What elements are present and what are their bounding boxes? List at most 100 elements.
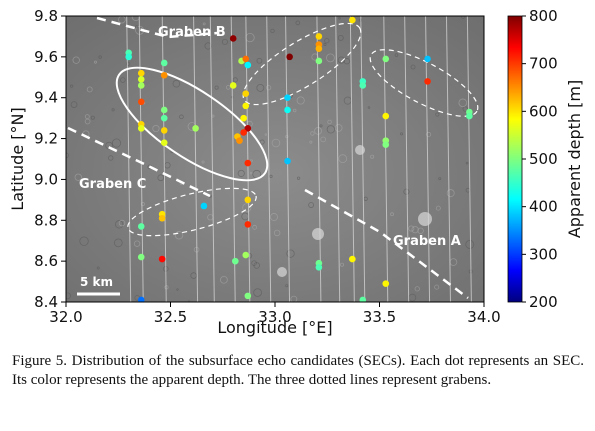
sec-point	[160, 59, 168, 67]
bright-crater	[312, 228, 324, 240]
sec-point	[229, 82, 237, 89]
crater-mark	[270, 213, 278, 221]
y-tick-label: 9.2	[34, 130, 58, 148]
crater-mark	[327, 119, 332, 125]
crater-mark	[462, 106, 468, 112]
crater-mark	[70, 101, 78, 108]
crater-mark	[225, 85, 231, 90]
crater-mark	[338, 16, 341, 20]
crater-mark	[465, 161, 469, 165]
figure-chart: Graben B Graben C Graben A 5 km 32.0 32.5…	[8, 7, 584, 337]
radar-track	[360, 16, 366, 302]
sec-point	[424, 55, 431, 63]
sec-point	[125, 53, 132, 61]
crater-mark	[84, 118, 91, 125]
crater-mark	[220, 275, 228, 284]
sec-point	[137, 98, 145, 106]
crater-mark	[273, 229, 281, 237]
sec-point	[160, 114, 168, 122]
crater-mark	[259, 139, 265, 145]
crater-mark	[286, 249, 295, 258]
graben-outlines	[67, 16, 479, 299]
sec-point	[315, 45, 323, 52]
radar-track	[466, 16, 472, 302]
crater-mark	[86, 86, 93, 93]
sec-point	[137, 76, 145, 83]
crater-mark	[242, 203, 252, 213]
sec-point	[160, 106, 168, 114]
radar-track	[266, 16, 272, 302]
crater-mark	[79, 236, 89, 246]
crater-mark	[157, 174, 165, 182]
sec-point	[137, 69, 145, 77]
x-axis: 32.0 32.5 33.0 33.5 34.0	[49, 302, 501, 326]
crater-mark	[319, 124, 323, 128]
y-tick-label: 9.0	[34, 170, 58, 188]
crater-mark	[446, 189, 455, 198]
crater-mark	[201, 160, 205, 164]
sec-point	[244, 159, 252, 167]
lunar-surface-background	[66, 16, 484, 302]
graben-ellipse-upper-right-north	[242, 22, 362, 106]
x-tick-label: 33.5	[363, 308, 396, 326]
crater-mark	[256, 57, 263, 64]
colorbar-tick-label: 400	[529, 198, 558, 216]
crater-mark	[204, 42, 212, 50]
radar-track	[383, 16, 389, 302]
crater-mark	[370, 154, 375, 159]
sec-point	[244, 61, 252, 69]
radar-track	[349, 16, 355, 302]
crater-mark	[324, 38, 330, 44]
y-tick-label: 9.4	[34, 89, 58, 107]
crater-mark	[174, 231, 184, 240]
crater-mark	[337, 34, 344, 41]
graben-a-label: Graben A	[393, 234, 461, 249]
crater-mark	[152, 124, 160, 133]
crater-mark	[118, 219, 126, 227]
y-tick-label: 8.6	[34, 252, 58, 270]
sec-point	[242, 102, 250, 110]
scale-bar-label: 5 km	[80, 275, 113, 289]
crater-mark	[252, 224, 258, 230]
crater-mark	[310, 131, 315, 136]
crater-mark	[133, 240, 141, 247]
crater-mark	[69, 84, 74, 88]
crater-mark	[334, 124, 343, 132]
crater-mark	[367, 106, 371, 109]
crater-mark	[403, 188, 410, 195]
crater-mark	[120, 77, 126, 83]
radar-track	[209, 16, 215, 302]
crater-mark	[266, 85, 272, 91]
radar-track	[193, 16, 199, 302]
colorbar-gradient	[507, 15, 523, 303]
crater-mark	[363, 196, 368, 201]
crater-mark	[435, 112, 440, 117]
crater-mark	[394, 53, 399, 57]
crater-mark	[292, 108, 297, 113]
graben-b-boundary-line	[96, 16, 219, 39]
crater-mark	[410, 64, 416, 70]
crater-mark	[115, 220, 124, 229]
colorbar-tick-label: 200	[529, 293, 558, 311]
crater-mark	[111, 108, 115, 112]
crater-mark	[296, 96, 305, 105]
y-axis-label: Latitude [°N]	[8, 107, 27, 210]
sec-point	[160, 127, 168, 134]
sec-point	[359, 296, 367, 302]
crater-mark	[90, 115, 95, 120]
sec-point	[382, 141, 390, 148]
crater-mark	[66, 292, 71, 300]
highlight-ellipse-center	[115, 66, 269, 182]
sec-point	[382, 280, 390, 287]
crater-mark	[221, 38, 228, 45]
crater-mark	[251, 260, 257, 266]
sec-point	[192, 125, 199, 132]
crater-mark	[340, 262, 345, 267]
crater-mark	[74, 173, 82, 181]
crater-mark	[96, 266, 100, 270]
crater-mark	[326, 53, 335, 63]
x-tick-label: 32.5	[154, 308, 187, 326]
colorbar-tick-label: 600	[529, 102, 558, 120]
colorbar-label: Apparent depth [m]	[565, 80, 584, 238]
crater-mark	[253, 288, 262, 297]
